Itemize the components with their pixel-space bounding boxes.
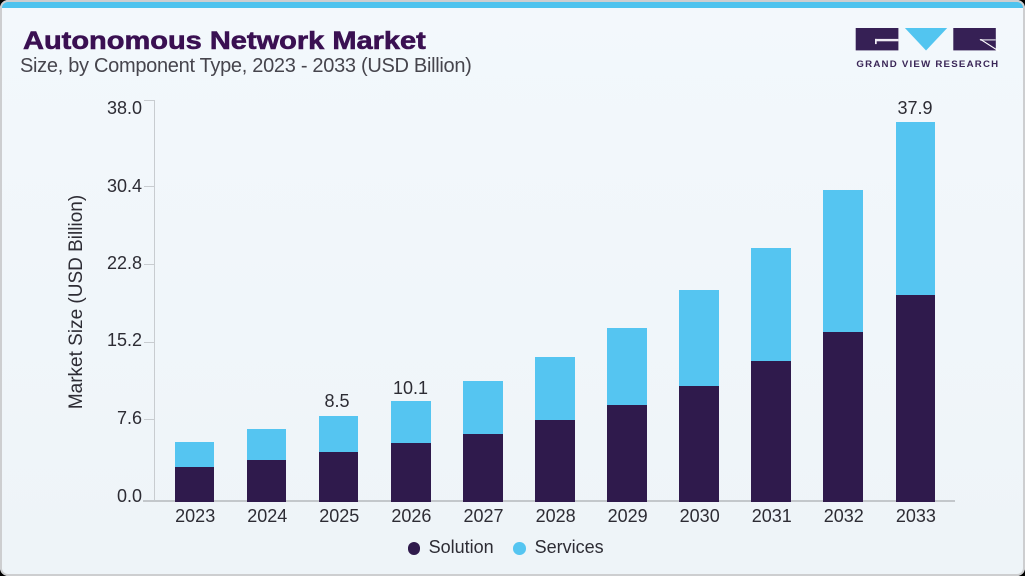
svg-text:GRAND VIEW RESEARCH: GRAND VIEW RESEARCH <box>856 59 999 70</box>
